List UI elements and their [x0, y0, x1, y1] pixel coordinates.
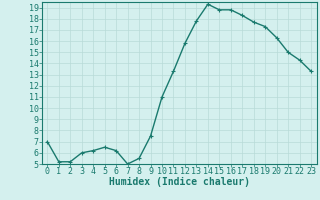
X-axis label: Humidex (Indice chaleur): Humidex (Indice chaleur) [109, 177, 250, 187]
